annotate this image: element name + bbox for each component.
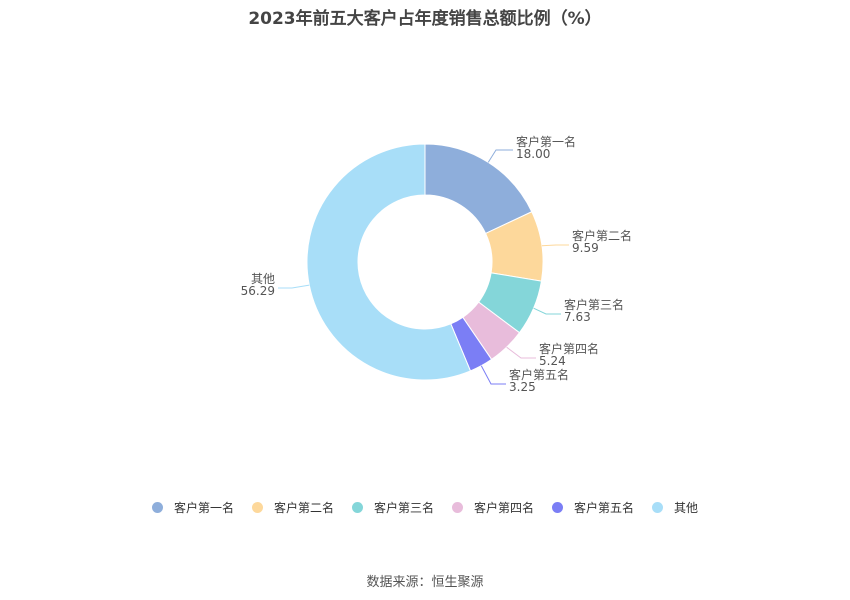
slice-category-label: 客户第二名 [572, 228, 632, 243]
legend-marker-icon [151, 502, 163, 513]
slice-category-label: 客户第五名 [509, 367, 569, 382]
legend-marker-icon [251, 502, 263, 513]
slice-value-label: 5.24 [539, 354, 566, 368]
legend-label: 客户第四名 [474, 501, 535, 515]
slice-value-label: 9.59 [572, 241, 599, 255]
legend-label: 客户第三名 [373, 501, 434, 515]
legend-label: 客户第五名 [574, 501, 635, 515]
chart-title: 2023年前五大客户占年度销售总额比例（%） [248, 9, 602, 29]
slice-value-label: 7.63 [564, 310, 591, 324]
leader-line [278, 284, 310, 289]
slice-value-label: 18.00 [516, 147, 550, 161]
leader-line [487, 149, 513, 163]
legend-marker-icon [452, 502, 463, 513]
legend-item[interactable]: 其他 [652, 499, 698, 516]
leader-line [541, 244, 569, 247]
legend-item[interactable]: 客户第三名 [351, 499, 434, 516]
chart-legend: 客户第一名 客户第二名 客户第三名 客户第四名 客户第五名 其他 [0, 499, 850, 516]
slice-category-label: 客户第三名 [564, 297, 624, 312]
legend-item[interactable]: 客户第四名 [452, 499, 534, 516]
data-source: 数据来源：恒生聚源 [366, 575, 484, 590]
legend-marker-icon [652, 502, 664, 513]
slice-category-label: 客户第一名 [516, 134, 576, 149]
legend-item[interactable]: 客户第五名 [552, 499, 634, 516]
legend-label: 客户第一名 [173, 501, 234, 515]
legend-label: 其他 [674, 501, 699, 515]
slice-category-label: 其他 [251, 272, 275, 286]
legend-marker-icon [552, 502, 564, 513]
legend-marker-icon [351, 502, 363, 513]
leader-line [533, 307, 561, 315]
leader-line [480, 365, 506, 385]
leader-line [506, 346, 536, 359]
legend-item[interactable]: 客户第二名 [251, 499, 334, 516]
slice-category-label: 客户第四名 [539, 341, 599, 356]
slice-value-label: 56.29 [241, 284, 275, 298]
legend-label: 客户第二名 [273, 501, 334, 515]
pie-slice [306, 143, 472, 381]
legend-item[interactable]: 客户第一名 [151, 499, 234, 516]
slice-value-label: 3.25 [509, 380, 536, 394]
